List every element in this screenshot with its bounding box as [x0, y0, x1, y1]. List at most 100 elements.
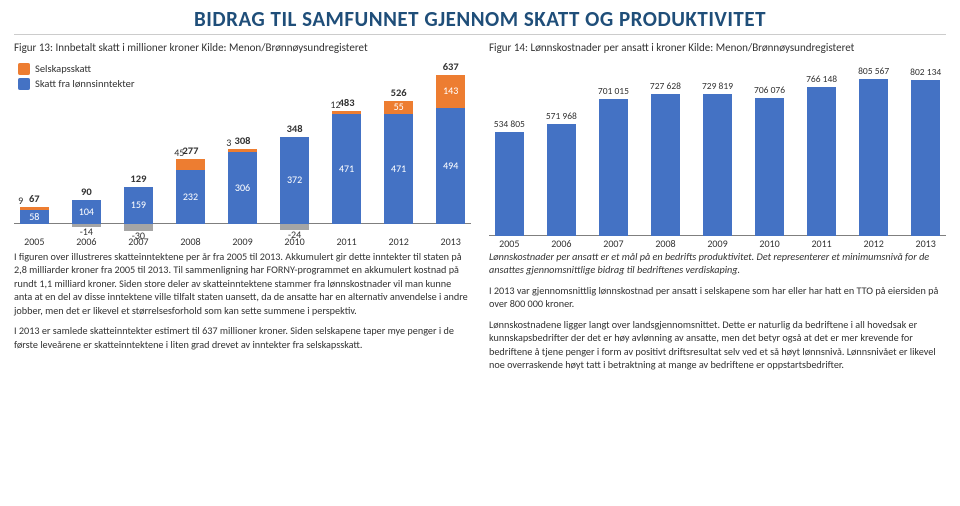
axis-label: 2010 [749, 237, 790, 250]
bar-total-label: 348 [287, 122, 303, 135]
body-paragraph: I figuren over illustreres skatteinntekt… [14, 250, 471, 317]
bar-stack: 104 [72, 200, 100, 224]
axis-label: 2010 [274, 235, 315, 248]
bar-slot: 348372-242010 [274, 122, 315, 224]
bar-slot: 729 8192009 [697, 80, 738, 236]
bar-slot: 90104-142006 [66, 185, 107, 224]
axis-label: 2011 [801, 237, 842, 250]
bar-seg-wage: 372 [280, 137, 308, 224]
bar-slot: 571 9682006 [541, 110, 582, 236]
bar [911, 80, 939, 237]
bar [599, 99, 627, 236]
bar-stack: 23245 [176, 159, 204, 224]
bar-slot: 526471552012 [378, 86, 419, 224]
bar-slot: 483471122011 [326, 96, 367, 224]
fig13-title: Figur 13: Innbetalt skatt i millioner kr… [14, 41, 471, 54]
bar-total-label: 129 [130, 172, 146, 185]
bar-stack: 3063 [228, 149, 256, 224]
axis-label: 2007 [593, 237, 634, 250]
bar-seg-corp-label: 3 [226, 138, 231, 148]
bar-seg-corp: 12 [332, 111, 360, 114]
bar-total-label: 277 [182, 144, 198, 157]
bar [495, 132, 523, 236]
bar-seg-wage: 306 [228, 152, 256, 224]
bar-slot: 129159-302007 [118, 172, 159, 224]
axis-label: 2008 [170, 235, 211, 248]
bar-slot: 805 5672012 [853, 65, 894, 236]
bar-seg-wage: 494 [436, 108, 464, 224]
bar-stack: 47155 [384, 101, 412, 224]
bar-slot: 675892005 [14, 192, 55, 224]
fig13-chart: SelskapsskattSkatt fra lønnsinntekter 67… [14, 60, 471, 250]
bar-total-label: 526 [391, 86, 407, 99]
bar-stack: 47112 [332, 111, 360, 224]
fig14-title: Figur 14: Lønnskostnader per ansatt i kr… [489, 41, 946, 54]
bar-value-label: 729 819 [702, 80, 733, 92]
bar-value-label: 534 805 [494, 118, 525, 130]
axis-label: 2005 [489, 237, 530, 250]
fig14-body: Lønnskostnader per ansatt er et mål på e… [489, 250, 946, 372]
bar-seg-corp-label: 9 [18, 196, 23, 206]
bar-seg-neg: -30 [124, 224, 152, 231]
bar-total-label: 67 [29, 192, 40, 205]
bar-seg-wage: 471 [384, 114, 412, 224]
bar-slot: 802 1342013 [905, 66, 946, 237]
bar [859, 79, 887, 236]
bar-stack: 589 [20, 207, 48, 224]
bar-slot: 534 8052005 [489, 118, 530, 236]
bar-total-label: 308 [235, 134, 251, 147]
bar-slot: 6374941432013 [430, 60, 471, 224]
left-column: Figur 13: Innbetalt skatt i millioner kr… [14, 41, 471, 379]
axis-label: 2005 [14, 235, 55, 248]
axis-label: 2011 [326, 235, 367, 248]
bar [651, 94, 679, 236]
bar-seg-wage: 471 [332, 114, 360, 224]
bar-seg-corp-label: 45 [174, 148, 184, 158]
fig14-chart: 534 8052005571 9682006701 0152007727 628… [489, 60, 946, 250]
axis-label: 2009 [697, 237, 738, 250]
bar-seg-corp: 3 [228, 149, 256, 152]
columns: Figur 13: Innbetalt skatt i millioner kr… [0, 41, 960, 379]
bar-seg-corp: 143 [436, 75, 464, 109]
bar-seg-wage: 159 [124, 187, 152, 224]
axis-label: 2009 [222, 235, 263, 248]
body-paragraph: I 2013 var gjennomsnittlig lønnskostnad … [489, 284, 946, 311]
bar-seg-wage: 104 [72, 200, 100, 224]
bar-seg-corp: 9 [20, 207, 48, 210]
bar-total-label: 637 [443, 60, 459, 73]
bar-slot: 727 6282008 [645, 80, 686, 236]
axis-label: 2013 [430, 235, 471, 248]
bar-stack: 159 [124, 187, 152, 224]
bar-seg-neg: -24 [280, 224, 308, 230]
bar-value-label: 766 148 [806, 73, 837, 85]
axis-label: 2006 [541, 237, 582, 250]
bar-seg-corp-label: 12 [330, 100, 340, 110]
bar-seg-corp: 55 [384, 101, 412, 114]
right-column: Figur 14: Lønnskostnader per ansatt i kr… [489, 41, 946, 379]
bar-value-label: 802 134 [910, 66, 941, 78]
bar-seg-corp: 45 [176, 159, 204, 170]
bar-slot: 766 1482011 [801, 73, 842, 236]
bar-slot: 30830632009 [222, 134, 263, 224]
body-paragraph: Lønnskostnader per ansatt er et mål på e… [489, 250, 946, 277]
axis-label: 2012 [853, 237, 894, 250]
bar [703, 94, 731, 236]
fig13-body: I figuren over illustreres skatteinntekt… [14, 250, 471, 351]
page-title: BIDRAG TIL SAMFUNNET GJENNOM SKATT OG PR… [14, 0, 946, 35]
axis-label: 2008 [645, 237, 686, 250]
bar-value-label: 706 076 [754, 84, 785, 96]
bar-value-label: 571 968 [546, 110, 577, 122]
bar-seg-wage: 232 [176, 170, 204, 224]
bar [755, 98, 783, 236]
bar-stack: 372 [280, 137, 308, 224]
bar-slot: 701 0152007 [593, 85, 634, 236]
axis-label: 2013 [905, 237, 946, 250]
bar-seg-wage: 58 [20, 210, 48, 224]
axis-label: 2007 [118, 235, 159, 248]
body-paragraph: I 2013 er samlede skatteinntekter estime… [14, 324, 471, 351]
bar-value-label: 727 628 [650, 80, 681, 92]
axis-label: 2012 [378, 235, 419, 248]
body-paragraph: Lønnskostnadene ligger langt over landsg… [489, 318, 946, 372]
bar-value-label: 701 015 [598, 85, 629, 97]
bar-total-label: 483 [339, 96, 355, 109]
